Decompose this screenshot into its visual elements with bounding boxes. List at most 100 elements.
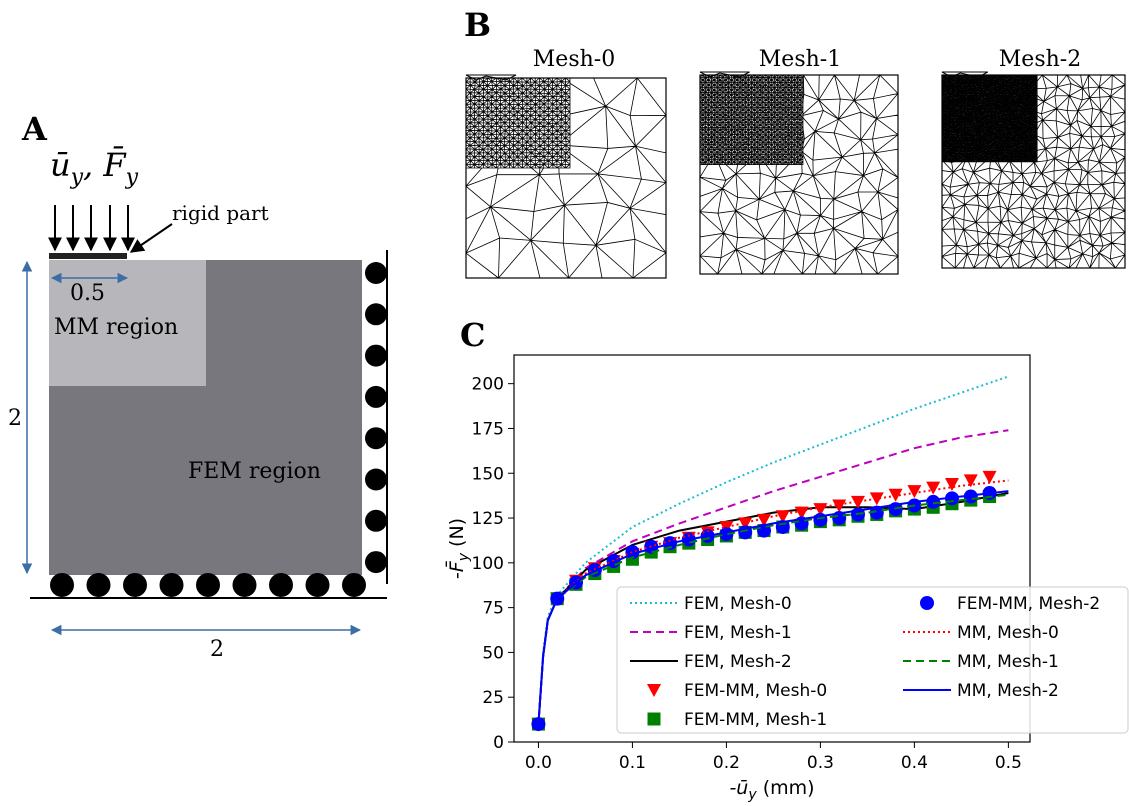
rigid-mark [941, 71, 988, 78]
legend-label: MM, Mesh-2 [957, 681, 1059, 701]
panel-b: B Mesh-0 Mesh-1 Mesh-2 [464, 6, 1126, 279]
series-line [537, 490, 1009, 725]
x-tick-label: 0.2 [713, 753, 740, 773]
legend-label: FEM, Mesh-0 [684, 594, 792, 614]
region-label: MM region [54, 315, 178, 340]
legend-box [616, 586, 1129, 734]
dim-label: 0.5 [70, 281, 105, 306]
x-tick-label: 0.1 [619, 753, 646, 773]
roller [196, 573, 220, 597]
y-tick-label: 75 [482, 599, 504, 619]
marker [647, 712, 661, 726]
y-tick-label: 25 [482, 688, 504, 708]
rigid-mark [699, 71, 750, 78]
panel-a: A ūy, F̄y rigid part 0.5 MM region FEM r… [8, 110, 388, 662]
roller [86, 573, 111, 597]
mesh-border [699, 74, 899, 275]
y-tick-label: 125 [472, 509, 504, 529]
roller [159, 573, 184, 597]
label-part: y [456, 552, 472, 562]
roller [365, 385, 387, 408]
marker [907, 485, 922, 499]
x-axis-label: -ūy (mm) [729, 777, 814, 803]
marker [738, 517, 753, 531]
mesh-border [465, 77, 667, 279]
roller [365, 344, 387, 367]
dim-label: 2 [210, 637, 224, 662]
mesh [941, 71, 1126, 269]
marker [813, 503, 828, 517]
label-part: (N) [446, 518, 468, 553]
x-tick-label: 0.5 [995, 753, 1022, 773]
marker [982, 470, 997, 484]
mesh-edges [941, 74, 1038, 163]
legend-label: MM, Mesh-0 [957, 623, 1059, 643]
y-tick-label: 100 [472, 554, 504, 574]
mesh-edges [699, 74, 804, 165]
marker [851, 495, 865, 509]
y-tick-label: 175 [472, 419, 504, 439]
roller [269, 573, 293, 597]
mesh-title: Mesh-2 [999, 47, 1081, 72]
marker [920, 596, 934, 610]
marker [926, 481, 941, 495]
plot-frame [513, 354, 1031, 743]
roller [365, 427, 387, 450]
y-tick-label: 200 [472, 375, 504, 395]
y-tick-label: 50 [482, 643, 504, 663]
x-tick-label: 0.4 [901, 753, 928, 773]
roller [365, 509, 387, 532]
marker [963, 489, 978, 504]
mesh-border [941, 74, 1126, 269]
label-part: (mm) [757, 777, 815, 799]
roller [365, 468, 387, 491]
y-tick-label: 0 [493, 733, 504, 753]
mesh-title: Mesh-1 [759, 47, 841, 72]
mesh [699, 71, 899, 275]
label-part: -F̄ [444, 560, 468, 579]
rigid-mark [465, 74, 517, 81]
y-tick-label: 150 [472, 464, 504, 484]
panel-label: C [460, 316, 485, 354]
legend-label: FEM-MM, Mesh-1 [684, 710, 827, 730]
roller [50, 573, 74, 597]
marker [647, 684, 661, 697]
series-line [537, 479, 1009, 725]
legend-label: FEM-MM, Mesh-0 [684, 681, 827, 701]
roller [365, 262, 387, 284]
marker [944, 478, 959, 491]
y-axis-label: -F̄y (N) [444, 518, 472, 579]
dim-label: 2 [8, 406, 22, 431]
panel-c: C [460, 316, 485, 354]
roller [232, 573, 257, 597]
roller [342, 573, 366, 597]
legend-label: FEM, Mesh-1 [684, 623, 792, 643]
panel-label: A [21, 110, 48, 148]
label-part: y [747, 787, 757, 803]
roller [365, 551, 387, 574]
rigid-label: rigid part [172, 201, 269, 225]
load-label: ūy, F̄y [50, 146, 139, 190]
x-tick-label: 0.0 [525, 753, 552, 773]
panel-label: B [464, 6, 491, 44]
legend-label: FEM, Mesh-2 [684, 652, 792, 672]
marker [869, 492, 884, 506]
region-label: FEM region [188, 459, 321, 484]
legend-label: FEM-MM, Mesh-2 [957, 594, 1100, 614]
pointer [129, 223, 173, 253]
marker [963, 474, 978, 488]
series-line [537, 375, 1009, 725]
chart: 0.0 0.1 0.2 0.3 0.4 0.5 0 25 50 75 100 125 150 175 200… [444, 354, 1031, 803]
mesh-title: Mesh-0 [533, 47, 615, 72]
roller [305, 573, 330, 597]
marker [832, 499, 847, 513]
x-tick-label: 0.3 [807, 753, 834, 773]
roller [365, 303, 387, 326]
marker [719, 527, 734, 542]
mesh-edges [465, 77, 571, 169]
label-part: -ū [729, 777, 748, 799]
mesh [465, 74, 667, 279]
legend-label: MM, Mesh-1 [957, 652, 1059, 672]
legend: FEM, Mesh-0 FEM, Mesh-1 FEM, Mesh-2 FEM-MM,… [616, 586, 1129, 734]
